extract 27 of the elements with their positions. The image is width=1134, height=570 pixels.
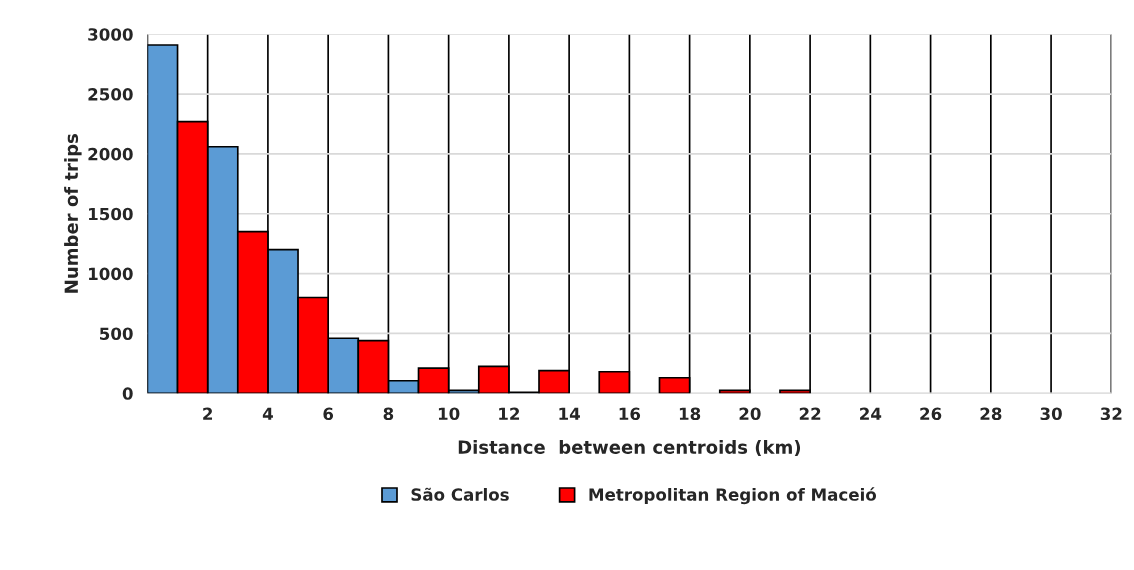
y-tick-label: 3000: [88, 28, 133, 41]
x-tick-label: 28: [980, 407, 1002, 421]
x-tick-label: 18: [679, 407, 701, 421]
x-axis-title: Distance between centroids (km): [458, 439, 801, 457]
x-tick-label: 4: [262, 407, 273, 420]
x-tick-label: 12: [499, 407, 520, 420]
x-tick-label: 32: [1100, 407, 1122, 421]
x-tick-label: 6: [323, 407, 334, 421]
y-tick-label: 2000: [88, 147, 133, 161]
y-tick-label: 2500: [88, 88, 133, 101]
x-tick-label: 2: [203, 407, 213, 420]
x-tick-label: 24: [860, 407, 882, 420]
y-axis-title: Number of trips: [64, 134, 82, 293]
x-tick-label: 22: [799, 407, 821, 420]
x-tick-label: 8: [383, 407, 394, 421]
y-tick-label: 1000: [89, 267, 133, 281]
x-tick-label: 26: [920, 407, 942, 421]
x-tick-label: 14: [559, 407, 580, 420]
y-tick-label: 1500: [89, 207, 133, 221]
x-tick-label: 10: [438, 407, 460, 421]
legend-label: São Carlos: [411, 487, 509, 501]
x-tick-label: 16: [619, 407, 641, 421]
y-tick-label: 500: [100, 327, 133, 341]
legend-label: Metropolitan Region of Maceió: [589, 487, 877, 505]
x-tick-label: 30: [1040, 407, 1062, 421]
y-tick-label: 0: [122, 387, 133, 400]
x-tick-label: 20: [739, 407, 761, 421]
